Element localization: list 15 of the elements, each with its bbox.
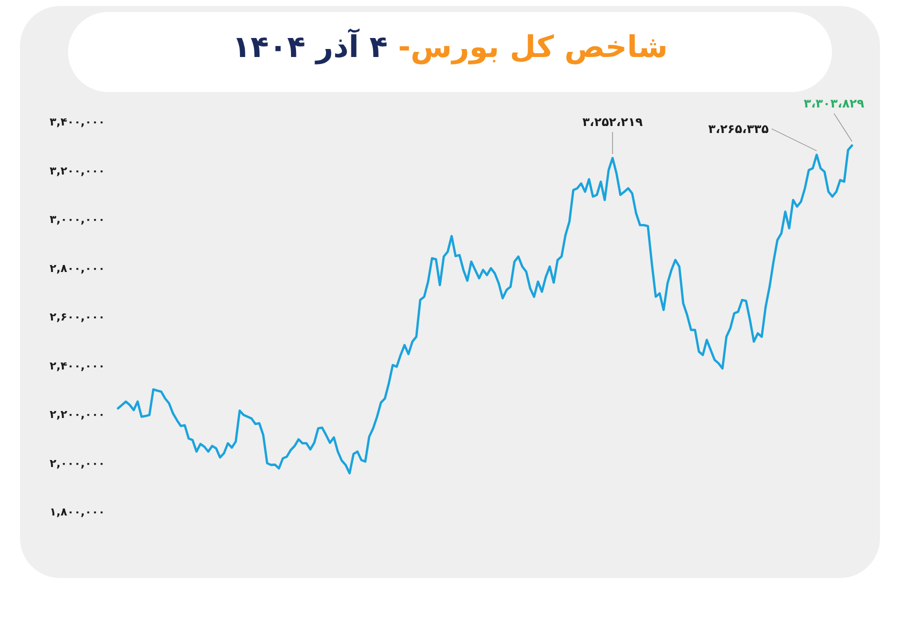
text: ۳،۳۰۳،۸۲۹ xyxy=(804,96,865,110)
chart-title: شاخص کل بورس- xyxy=(398,30,668,65)
y-tick-label: ۲,۴۰۰,۰۰۰ xyxy=(50,359,105,372)
y-tick-label: ۱,۸۰۰,۰۰۰ xyxy=(50,506,105,518)
y-tick-label: ۲,۸۰۰,۰۰۰ xyxy=(50,262,105,275)
y-tick-label: ۲,۰۰۰,۰۰۰ xyxy=(50,456,105,470)
y-tick-label: ۲,۶۰۰,۰۰۰ xyxy=(50,310,105,324)
chart-subtitle: ۴ آذر ۱۴۰۴ xyxy=(232,30,388,65)
y-tick-label: ۲,۲۰۰,۰۰۰ xyxy=(50,408,105,421)
line-series xyxy=(116,144,854,474)
annotation: ۳،۲۵۲،۲۱۹ xyxy=(582,115,644,130)
y-tick-label: ۳,۲۰۰,۰۰۰ xyxy=(50,164,105,178)
y-tick-label: ۳,۰۰۰,۰۰۰ xyxy=(50,213,105,226)
y-tick-label: ۳,۴۰۰,۰۰۰ xyxy=(50,116,105,128)
annotation: ۳،۲۶۵،۳۳۵ xyxy=(708,122,769,136)
